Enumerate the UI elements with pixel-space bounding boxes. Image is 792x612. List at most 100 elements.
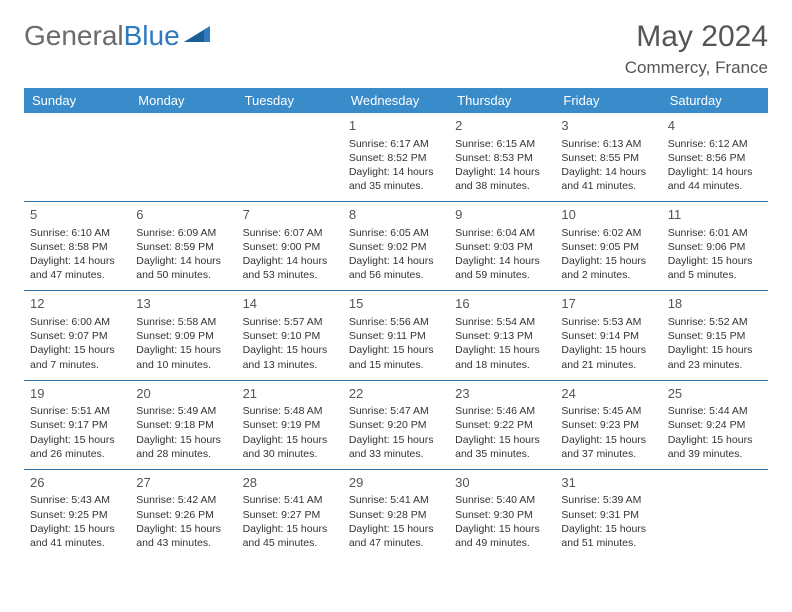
day-info: Sunrise: 6:10 AMSunset: 8:58 PMDaylight:… (30, 226, 124, 283)
calendar-day-cell: 30Sunrise: 5:40 AMSunset: 9:30 PMDayligh… (449, 469, 555, 558)
calendar-day-cell: 14 Sunrise: 5:57 AMSunset: 9:10 PMDayligh… (237, 291, 343, 380)
day-number: 20 (136, 385, 230, 403)
day-info: Sunrise: 5:42 AMSunset: 9:26 PMDaylight:… (136, 493, 230, 550)
calendar-day-cell (237, 113, 343, 202)
day-info: Sunrise: 5:40 AMSunset: 9:30 PMDaylight:… (455, 493, 549, 550)
brand-part1: General (24, 20, 124, 51)
weekday-header: Tuesday (237, 88, 343, 113)
day-info: Sunrise: 5:47 AMSunset: 9:20 PMDaylight:… (349, 404, 443, 461)
day-info: Sunrise: 5:54 AMSunset: 9:13 PMDaylight:… (455, 315, 549, 372)
calendar-day-cell: 16 Sunrise: 5:54 AMSunset: 9:13 PMDayligh… (449, 291, 555, 380)
day-number: 24 (561, 385, 655, 403)
calendar-day-cell: 10Sunrise: 6:02 AMSunset: 9:05 PMDayligh… (555, 202, 661, 291)
day-info: Sunrise: 5:57 AMSunset: 9:10 PMDaylight:… (243, 315, 337, 372)
calendar-day-cell: 24Sunrise: 5:45 AMSunset: 9:23 PMDayligh… (555, 380, 661, 469)
day-info: Sunrise: 5:41 AMSunset: 9:28 PMDaylight:… (349, 493, 443, 550)
calendar-day-cell: 28Sunrise: 5:41 AMSunset: 9:27 PMDayligh… (237, 469, 343, 558)
day-number: 5 (30, 206, 124, 224)
day-info: Sunrise: 6:01 AMSunset: 9:06 PMDaylight:… (668, 226, 762, 283)
calendar-day-cell: 15Sunrise: 5:56 AMSunset: 9:11 PMDayligh… (343, 291, 449, 380)
calendar-day-cell: 13 Sunrise: 5:58 AMSunset: 9:09 PMDayligh… (130, 291, 236, 380)
weekday-header: Friday (555, 88, 661, 113)
calendar-day-cell: 29Sunrise: 5:41 AMSunset: 9:28 PMDayligh… (343, 469, 449, 558)
day-number: 18 (668, 295, 762, 313)
calendar-day-cell: 27Sunrise: 5:42 AMSunset: 9:26 PMDayligh… (130, 469, 236, 558)
day-info: Sunrise: 6:09 AMSunset: 8:59 PMDaylight:… (136, 226, 230, 283)
calendar-day-cell: 19Sunrise: 5:51 AMSunset: 9:17 PMDayligh… (24, 380, 130, 469)
location-text: Commercy, France (625, 58, 768, 78)
day-info: Sunrise: 6:07 AMSunset: 9:00 PMDaylight:… (243, 226, 337, 283)
calendar-table: SundayMondayTuesdayWednesdayThursdayFrid… (24, 88, 768, 558)
brand-part2: Blue (124, 20, 180, 51)
calendar-day-cell (130, 113, 236, 202)
day-info: Sunrise: 6:12 AMSunset: 8:56 PMDaylight:… (668, 137, 762, 194)
calendar-day-cell: 3 Sunrise: 6:13 AMSunset: 8:55 PMDaylight… (555, 113, 661, 202)
calendar-day-cell: 6 Sunrise: 6:09 AMSunset: 8:59 PMDaylight… (130, 202, 236, 291)
calendar-day-cell: 5 Sunrise: 6:10 AMSunset: 8:58 PMDaylight… (24, 202, 130, 291)
calendar-day-cell: 9Sunrise: 6:04 AMSunset: 9:03 PMDaylight… (449, 202, 555, 291)
weekday-header: Sunday (24, 88, 130, 113)
day-number: 3 (561, 117, 655, 135)
day-number: 28 (243, 474, 337, 492)
calendar-day-cell: 2 Sunrise: 6:15 AMSunset: 8:53 PMDaylight… (449, 113, 555, 202)
day-info: Sunrise: 5:52 AMSunset: 9:15 PMDaylight:… (668, 315, 762, 372)
day-info: Sunrise: 6:15 AMSunset: 8:53 PMDaylight:… (455, 137, 549, 194)
day-number: 17 (561, 295, 655, 313)
day-number: 4 (668, 117, 762, 135)
day-number: 31 (561, 474, 655, 492)
day-number: 23 (455, 385, 549, 403)
day-info: Sunrise: 5:48 AMSunset: 9:19 PMDaylight:… (243, 404, 337, 461)
title-block: May 2024 Commercy, France (625, 20, 768, 78)
calendar-day-cell: 8Sunrise: 6:05 AMSunset: 9:02 PMDaylight… (343, 202, 449, 291)
calendar-day-cell (662, 469, 768, 558)
day-number: 14 (243, 295, 337, 313)
calendar-day-cell: 21Sunrise: 5:48 AMSunset: 9:19 PMDayligh… (237, 380, 343, 469)
calendar-week-row: 19Sunrise: 5:51 AMSunset: 9:17 PMDayligh… (24, 380, 768, 469)
day-info: Sunrise: 6:13 AMSunset: 8:55 PMDaylight:… (561, 137, 655, 194)
day-info: Sunrise: 5:43 AMSunset: 9:25 PMDaylight:… (30, 493, 124, 550)
header: GeneralBlue May 2024 Commercy, France (24, 20, 768, 78)
day-info: Sunrise: 5:58 AMSunset: 9:09 PMDaylight:… (136, 315, 230, 372)
day-number: 13 (136, 295, 230, 313)
calendar-day-cell: 7Sunrise: 6:07 AMSunset: 9:00 PMDaylight… (237, 202, 343, 291)
day-info: Sunrise: 6:17 AMSunset: 8:52 PMDaylight:… (349, 137, 443, 194)
day-number: 19 (30, 385, 124, 403)
day-info: Sunrise: 5:46 AMSunset: 9:22 PMDaylight:… (455, 404, 549, 461)
month-title: May 2024 (625, 20, 768, 54)
calendar-day-cell: 17 Sunrise: 5:53 AMSunset: 9:14 PMDayligh… (555, 291, 661, 380)
day-info: Sunrise: 5:56 AMSunset: 9:11 PMDaylight:… (349, 315, 443, 372)
calendar-day-cell: 26Sunrise: 5:43 AMSunset: 9:25 PMDayligh… (24, 469, 130, 558)
day-number: 2 (455, 117, 549, 135)
brand-triangle-icon (184, 24, 210, 49)
day-info: Sunrise: 5:49 AMSunset: 9:18 PMDaylight:… (136, 404, 230, 461)
weekday-header: Saturday (662, 88, 768, 113)
day-info: Sunrise: 5:53 AMSunset: 9:14 PMDaylight:… (561, 315, 655, 372)
day-info: Sunrise: 5:39 AMSunset: 9:31 PMDaylight:… (561, 493, 655, 550)
day-number: 12 (30, 295, 124, 313)
day-number: 22 (349, 385, 443, 403)
day-info: Sunrise: 5:44 AMSunset: 9:24 PMDaylight:… (668, 404, 762, 461)
day-number: 1 (349, 117, 443, 135)
day-number: 29 (349, 474, 443, 492)
day-number: 11 (668, 206, 762, 224)
day-info: Sunrise: 6:02 AMSunset: 9:05 PMDaylight:… (561, 226, 655, 283)
day-number: 27 (136, 474, 230, 492)
day-info: Sunrise: 6:04 AMSunset: 9:03 PMDaylight:… (455, 226, 549, 283)
calendar-week-row: 5 Sunrise: 6:10 AMSunset: 8:58 PMDaylight… (24, 202, 768, 291)
calendar-day-cell: 22Sunrise: 5:47 AMSunset: 9:20 PMDayligh… (343, 380, 449, 469)
calendar-day-cell (24, 113, 130, 202)
calendar-week-row: 12 Sunrise: 6:00 AMSunset: 9:07 PMDayligh… (24, 291, 768, 380)
day-number: 30 (455, 474, 549, 492)
weekday-header: Wednesday (343, 88, 449, 113)
weekday-header: Monday (130, 88, 236, 113)
day-info: Sunrise: 6:00 AMSunset: 9:07 PMDaylight:… (30, 315, 124, 372)
calendar-day-cell: 25Sunrise: 5:44 AMSunset: 9:24 PMDayligh… (662, 380, 768, 469)
day-number: 6 (136, 206, 230, 224)
calendar-day-cell: 11 Sunrise: 6:01 AMSunset: 9:06 PMDayligh… (662, 202, 768, 291)
calendar-body: 1 Sunrise: 6:17 AMSunset: 8:52 PMDaylight… (24, 113, 768, 558)
day-number: 16 (455, 295, 549, 313)
day-info: Sunrise: 5:41 AMSunset: 9:27 PMDaylight:… (243, 493, 337, 550)
calendar-day-cell: 18 Sunrise: 5:52 AMSunset: 9:15 PMDayligh… (662, 291, 768, 380)
day-number: 8 (349, 206, 443, 224)
calendar-day-cell: 20Sunrise: 5:49 AMSunset: 9:18 PMDayligh… (130, 380, 236, 469)
